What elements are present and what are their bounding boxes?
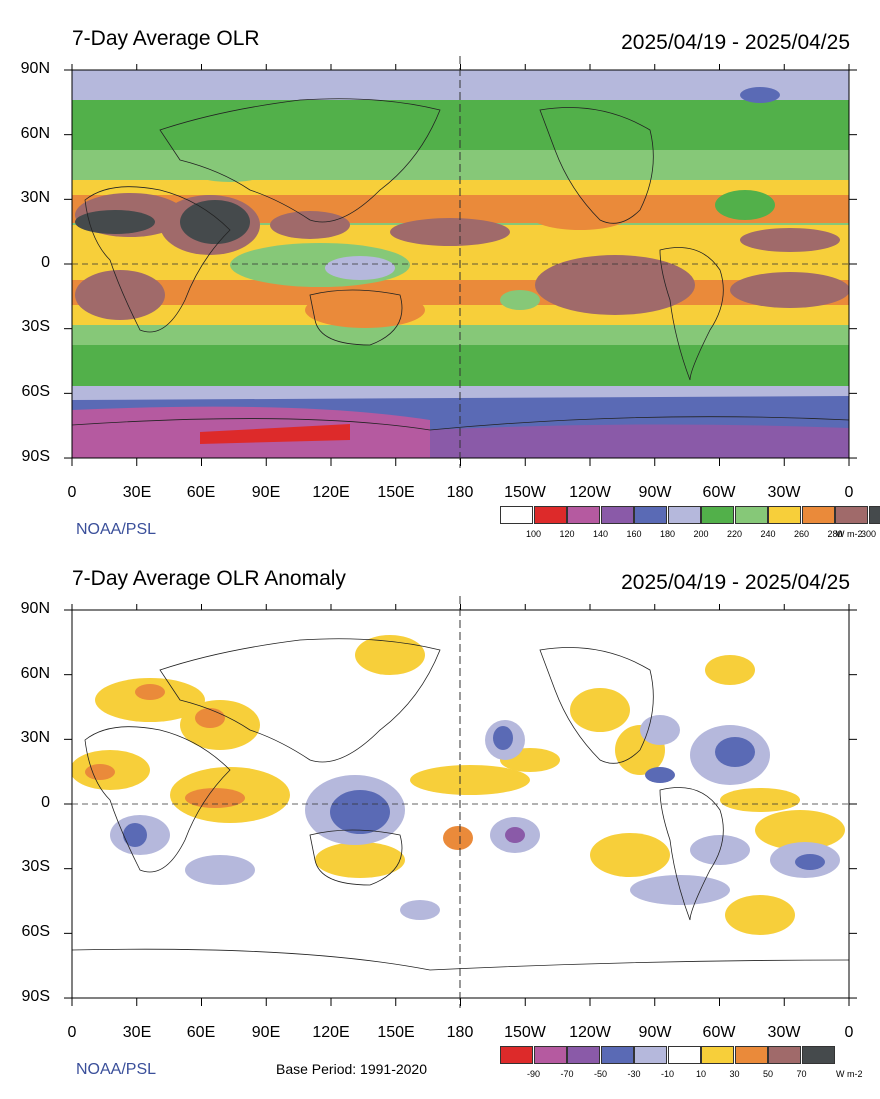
lon-label: 30W [767, 1024, 801, 1041]
lon-label: 0 [67, 1024, 77, 1041]
colorbar: -90 -70 -50 -30 -10 10 30 50 70 [500, 1046, 835, 1079]
lon-label: 120W [569, 484, 611, 501]
colorbar-label: 120 [559, 529, 575, 539]
lat-label: 90S [21, 988, 50, 1005]
lon-label: 60E [186, 1024, 216, 1041]
colorbar-label: 220 [726, 529, 743, 539]
lon-label: 120E [312, 1024, 350, 1041]
colorbar-swatch [734, 1046, 768, 1064]
colorbar-swatch [500, 1046, 533, 1064]
colorbar-swatch [600, 1046, 634, 1064]
colorbar-label: -90 [526, 1069, 540, 1079]
colorbar-swatch [768, 506, 801, 524]
colorbar-swatch [835, 506, 868, 524]
colorbar-label: -10 [660, 1069, 674, 1079]
lat-label: 90S [21, 448, 50, 465]
colorbar-swatch [801, 506, 835, 524]
colorbar-swatch [667, 1046, 701, 1064]
colorbar-label: 160 [626, 529, 642, 539]
lon-label: 120E [312, 484, 350, 501]
colorbar-swatch [533, 506, 567, 524]
lat-label: 60N [20, 125, 50, 142]
colorbar-swatch [701, 1046, 734, 1064]
colorbar-swatch [634, 506, 667, 524]
colorbar-swatch [567, 1046, 600, 1064]
colorbar-label: 200 [693, 529, 709, 539]
colorbar-label: 180 [659, 529, 676, 539]
colorbar-swatch [868, 506, 880, 524]
colorbar-label: -50 [593, 1069, 607, 1079]
lon-label: 60W [702, 484, 736, 501]
lat-label: 60S [21, 923, 50, 940]
lat-label: 60S [21, 383, 50, 400]
panel-title: 7-Day Average OLR Anomaly [72, 567, 346, 590]
units-label: W m-2 [836, 1069, 863, 1079]
lon-label: 60W [702, 1024, 736, 1041]
colorbar-swatch [500, 506, 533, 524]
colorbar-label: 100 [525, 529, 542, 539]
lon-label: 30E [122, 1024, 152, 1041]
base-period-label: Base Period: 1991-2020 [276, 1061, 427, 1077]
axis-ticks [64, 64, 857, 466]
lon-label: 0 [844, 484, 854, 501]
colorbar-label: 260 [793, 529, 810, 539]
colorbar-label: 30 [729, 1069, 740, 1079]
colorbar-label: -70 [560, 1069, 574, 1079]
lon-label: 150E [377, 484, 415, 501]
lat-label: 60N [20, 665, 50, 682]
date-range: 2025/04/19 - 2025/04/25 [621, 31, 850, 54]
colorbar-swatch [768, 1046, 801, 1064]
colorbar-swatch [667, 506, 701, 524]
colorbar-swatch [801, 1046, 835, 1064]
olr-anomaly-panel: 7-Day Average OLR Anomaly 2025/04/19 - 2… [0, 540, 880, 1085]
lon-label: 30W [767, 484, 801, 501]
lat-label: 30S [21, 318, 50, 335]
lon-label: 0 [844, 1024, 854, 1041]
colorbar: 100 120 140 160 180 200 220 240 260 280 300 [500, 506, 880, 539]
lon-label: 150W [504, 1024, 546, 1041]
colorbar-label: 280 [827, 529, 843, 539]
date-range: 2025/04/19 - 2025/04/25 [621, 571, 850, 594]
lat-label: 30N [20, 189, 50, 206]
lon-label: 0 [67, 484, 77, 501]
lon-label: 90W [638, 484, 672, 501]
lon-label: 60E [186, 484, 216, 501]
colorbar-label: 300 [860, 529, 877, 539]
lat-label: 90N [20, 600, 50, 617]
lat-label: 30S [21, 858, 50, 875]
lon-label: 90W [638, 1024, 672, 1041]
colorbar-label: 70 [796, 1069, 807, 1079]
credit-label: NOAA/PSL [76, 521, 157, 538]
colorbar-swatch [634, 1046, 667, 1064]
colorbar-label: 240 [760, 529, 776, 539]
lon-label: 150E [377, 1024, 415, 1041]
colorbar-swatch [734, 506, 768, 524]
olr-anomaly-map [64, 596, 857, 1008]
credit-label: NOAA/PSL [76, 1061, 157, 1078]
colorbar-swatch [701, 506, 734, 524]
colorbar-swatch [533, 1046, 567, 1064]
colorbar-label: 10 [695, 1069, 706, 1079]
units-label: W m-2 [836, 529, 863, 539]
axis-ticks [64, 604, 857, 1006]
colorbar-label: -30 [627, 1069, 641, 1079]
lat-label: 0 [41, 794, 50, 811]
lon-label: 150W [504, 484, 546, 501]
panel-title: 7-Day Average OLR [72, 27, 260, 50]
lat-label: 0 [41, 254, 50, 271]
lat-label: 30N [20, 729, 50, 746]
colorbar-label: 140 [592, 529, 609, 539]
lon-label: 180 [446, 1024, 474, 1041]
colorbar-swatch [567, 506, 600, 524]
lon-label: 120W [569, 1024, 611, 1041]
lat-label: 90N [20, 60, 50, 77]
lon-label: 180 [446, 484, 474, 501]
colorbar-label: 50 [762, 1069, 773, 1079]
lon-label: 90E [251, 484, 281, 501]
olr-panel: 7-Day Average OLR 2025/04/19 - 2025/04/2… [0, 0, 880, 545]
lon-label: 30E [122, 484, 152, 501]
olr-map [64, 56, 857, 468]
lon-label: 90E [251, 1024, 281, 1041]
colorbar-swatch [600, 506, 634, 524]
